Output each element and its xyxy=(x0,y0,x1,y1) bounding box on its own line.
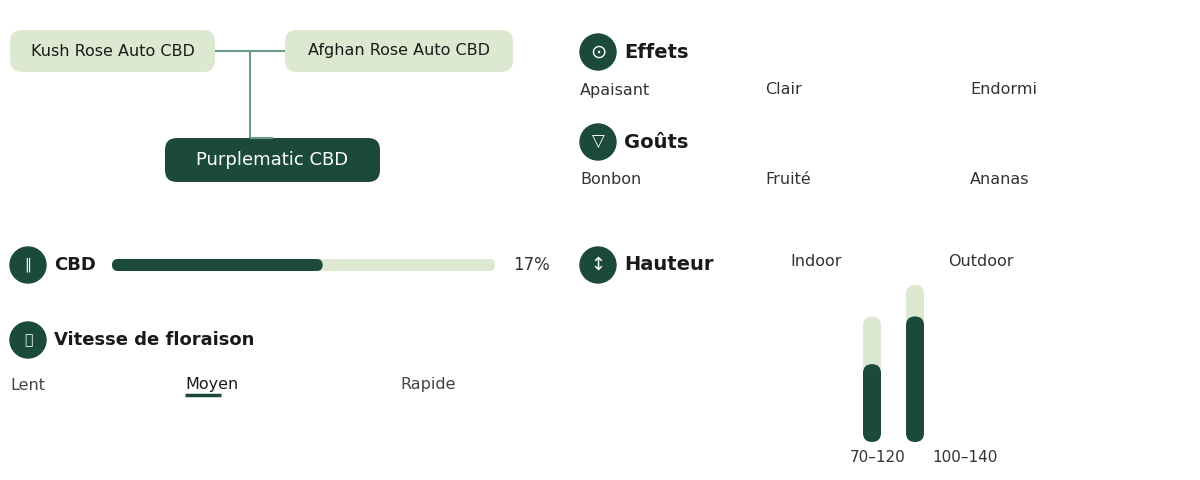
Circle shape xyxy=(580,247,616,283)
FancyBboxPatch shape xyxy=(863,364,881,442)
Text: 70–120: 70–120 xyxy=(850,451,906,466)
Text: Kush Rose Auto CBD: Kush Rose Auto CBD xyxy=(30,44,194,59)
FancyBboxPatch shape xyxy=(286,30,514,72)
Text: Apaisant: Apaisant xyxy=(580,83,650,97)
Circle shape xyxy=(580,124,616,160)
Circle shape xyxy=(580,34,616,70)
Text: Endormi: Endormi xyxy=(970,83,1037,97)
Text: Ananas: Ananas xyxy=(970,172,1030,188)
Text: 100–140: 100–140 xyxy=(932,451,997,466)
Text: Bonbon: Bonbon xyxy=(580,172,641,188)
Text: Purplematic CBD: Purplematic CBD xyxy=(197,151,348,169)
FancyBboxPatch shape xyxy=(112,259,323,271)
Circle shape xyxy=(10,322,46,358)
Text: ⧖: ⧖ xyxy=(24,333,32,347)
Circle shape xyxy=(10,247,46,283)
FancyBboxPatch shape xyxy=(10,30,215,72)
Text: Vitesse de floraison: Vitesse de floraison xyxy=(54,331,254,349)
FancyBboxPatch shape xyxy=(112,259,496,271)
Text: 17%: 17% xyxy=(514,256,550,274)
Text: CBD: CBD xyxy=(54,256,96,274)
Text: Fruité: Fruité xyxy=(766,172,811,188)
Text: Rapide: Rapide xyxy=(400,377,456,393)
FancyBboxPatch shape xyxy=(166,138,380,182)
Text: ↕: ↕ xyxy=(590,256,606,274)
Text: Afghan Rose Auto CBD: Afghan Rose Auto CBD xyxy=(308,44,490,59)
Text: Indoor: Indoor xyxy=(790,254,841,269)
Text: Lent: Lent xyxy=(10,377,46,393)
Text: Effets: Effets xyxy=(624,43,689,61)
Text: ⊙: ⊙ xyxy=(590,43,606,61)
Text: Clair: Clair xyxy=(766,83,802,97)
FancyBboxPatch shape xyxy=(906,316,924,442)
FancyBboxPatch shape xyxy=(863,316,881,442)
Text: Outdoor: Outdoor xyxy=(948,254,1014,269)
Text: ‖: ‖ xyxy=(24,258,31,272)
Text: Moyen: Moyen xyxy=(185,377,239,393)
Text: Goûts: Goûts xyxy=(624,132,689,152)
Text: Hauteur: Hauteur xyxy=(624,255,714,275)
Text: ▽: ▽ xyxy=(592,133,605,151)
FancyBboxPatch shape xyxy=(906,285,924,442)
